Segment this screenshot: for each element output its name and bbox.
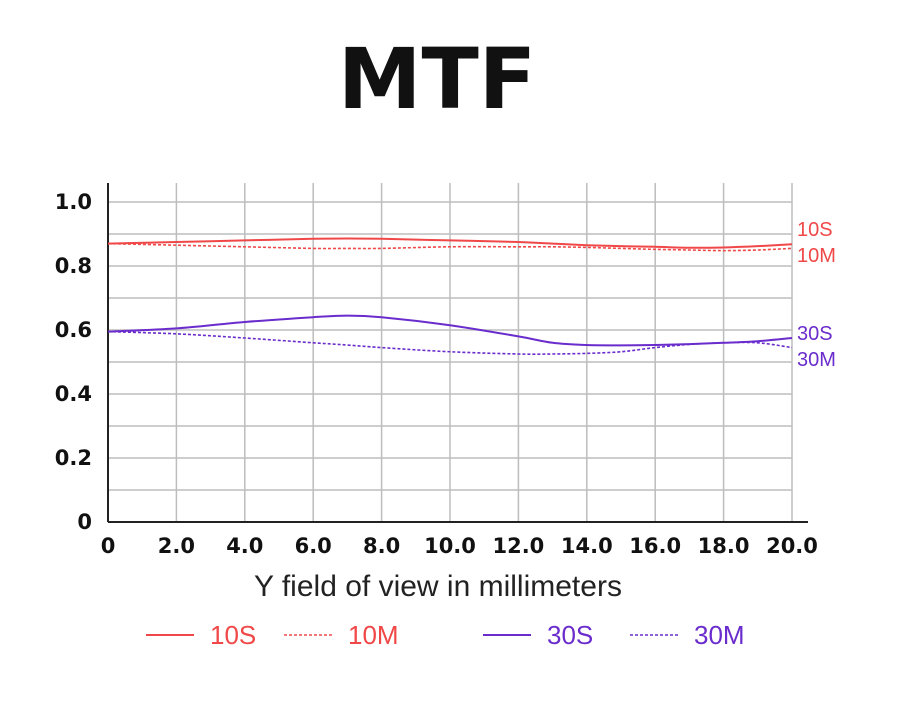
chart-title: MTF <box>338 30 536 128</box>
x-tick-label: 14.0 <box>561 534 613 558</box>
legend-label-10s: 10S <box>210 620 256 650</box>
legend-label-30m: 30M <box>694 620 745 650</box>
legend-label-30s: 30S <box>547 620 593 650</box>
end-label-10s: 10S <box>797 219 833 241</box>
grid <box>108 183 793 522</box>
end-labels: 10S 10M 30S 30M <box>797 219 836 371</box>
x-tick-label: 16.0 <box>629 534 681 558</box>
series-line-10s <box>107 237 793 249</box>
legend-label-10m: 10M <box>348 620 399 650</box>
y-tick-labels: 0 0.2 0.4 0.6 0.8 1.0 <box>55 190 92 534</box>
y-tick-label: 0.6 <box>55 318 92 342</box>
axes <box>107 183 808 523</box>
x-tick-label: 0 <box>101 534 116 558</box>
x-tick-label: 10.0 <box>424 534 476 558</box>
x-tick-label: 8.0 <box>363 534 400 558</box>
y-tick-label: 0 <box>77 510 92 534</box>
y-tick-label: 0.4 <box>55 382 92 406</box>
y-tick-label: 0.8 <box>55 254 92 278</box>
x-tick-label: 4.0 <box>226 534 263 558</box>
x-tick-label: 18.0 <box>698 534 750 558</box>
y-tick-label: 1.0 <box>55 190 92 214</box>
series-lines <box>107 237 793 355</box>
x-axis-label: Y field of view in millimeters <box>254 570 622 603</box>
x-tick-label: 6.0 <box>295 534 332 558</box>
series-line-30m <box>107 330 793 355</box>
x-tick-label: 2.0 <box>158 534 195 558</box>
x-tick-labels: 0 2.0 4.0 6.0 8.0 10.0 12.0 14.0 16.0 18.0 20.0 <box>101 534 818 558</box>
y-tick-label: 0.2 <box>55 446 92 470</box>
end-label-10m: 10M <box>797 245 836 267</box>
end-label-30m: 30M <box>797 349 836 371</box>
x-tick-label: 12.0 <box>492 534 544 558</box>
x-tick-label: 20.0 <box>766 534 818 558</box>
series-line-10m <box>107 242 793 252</box>
end-label-30s: 30S <box>797 323 833 345</box>
legend: 10S 10M 30S 30M <box>146 620 745 650</box>
